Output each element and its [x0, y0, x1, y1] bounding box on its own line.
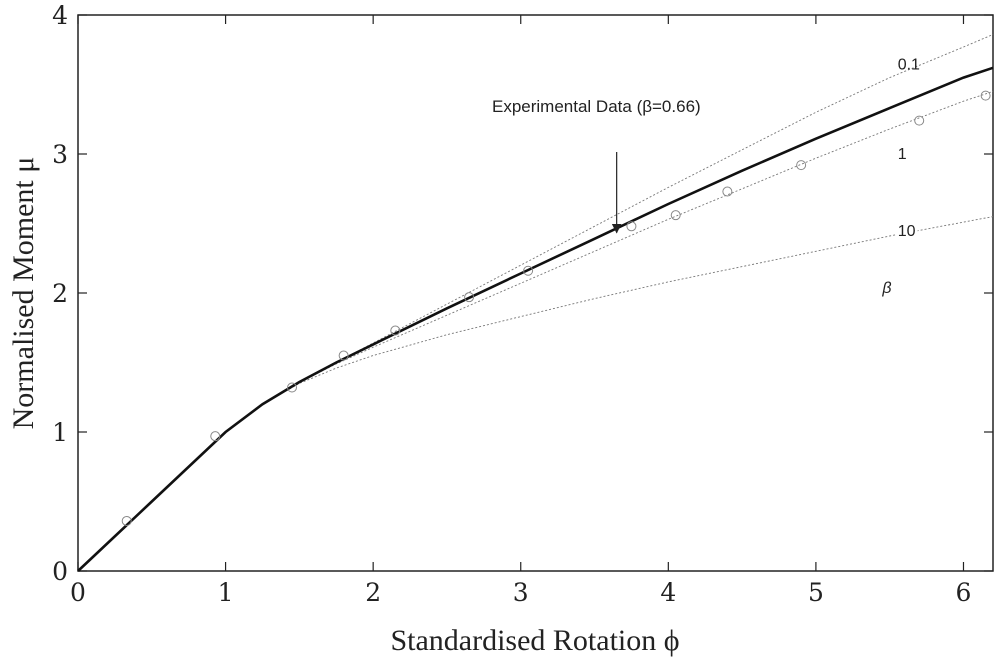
experimental-points: [121, 90, 991, 526]
x-tick-label-1: 1: [218, 578, 234, 607]
x-tick-label-6: 6: [956, 578, 972, 607]
x-tick-label-4: 4: [660, 578, 676, 607]
experimental-point-6: [523, 265, 534, 276]
experimental-point-10: [796, 160, 807, 171]
x-tick-label-3: 3: [513, 578, 529, 607]
y-tick-label-0: 0: [52, 557, 68, 586]
series-label-10: 10: [898, 223, 916, 240]
x-tick-label-0: 0: [70, 578, 86, 607]
series-line-beta-1: [77, 90, 994, 572]
series-line-beta-10: [77, 216, 994, 572]
x-axis-label: Standardised Rotation ϕ: [390, 624, 679, 657]
experimental-point-2: [286, 382, 297, 393]
series-label-1: 1: [898, 146, 907, 163]
experimental-point-4: [390, 325, 401, 336]
x-tick-label-5: 5: [808, 578, 824, 607]
series-label-bg-10: [895, 223, 918, 241]
series-layer: 0.1 1 10: [77, 34, 994, 572]
y-axis-label: Normalised Moment μ: [7, 157, 40, 430]
experimental-point-3: [338, 350, 349, 361]
experimental-point-8: [670, 210, 681, 221]
experimental-point-1: [210, 431, 221, 442]
series-label-0.1: 0.1: [898, 57, 920, 74]
x-tick-label-2: 2: [365, 578, 381, 607]
experimental-point-0: [121, 515, 132, 526]
y-tick-label-1: 1: [52, 418, 68, 447]
y-tick-label-3: 3: [52, 140, 68, 169]
y-tick-label-2: 2: [52, 279, 68, 308]
axis-ticks: [77, 14, 993, 572]
axis-tick-labels: 0 1 2 3 4 5 6 0 1 2 3 4: [52, 1, 971, 607]
experimental-point-11: [914, 115, 925, 126]
experimental-point-9: [722, 186, 733, 197]
experimental-data-annotation: Experimental Data (β=0.66): [492, 97, 701, 116]
experimental-point-7: [626, 221, 637, 232]
experimental-point-5: [464, 292, 475, 303]
experimental-point-12: [980, 90, 991, 101]
y-tick-label-4: 4: [52, 1, 68, 30]
beta-symbol-label: β: [881, 280, 891, 297]
series-line-fit: [77, 66, 994, 572]
